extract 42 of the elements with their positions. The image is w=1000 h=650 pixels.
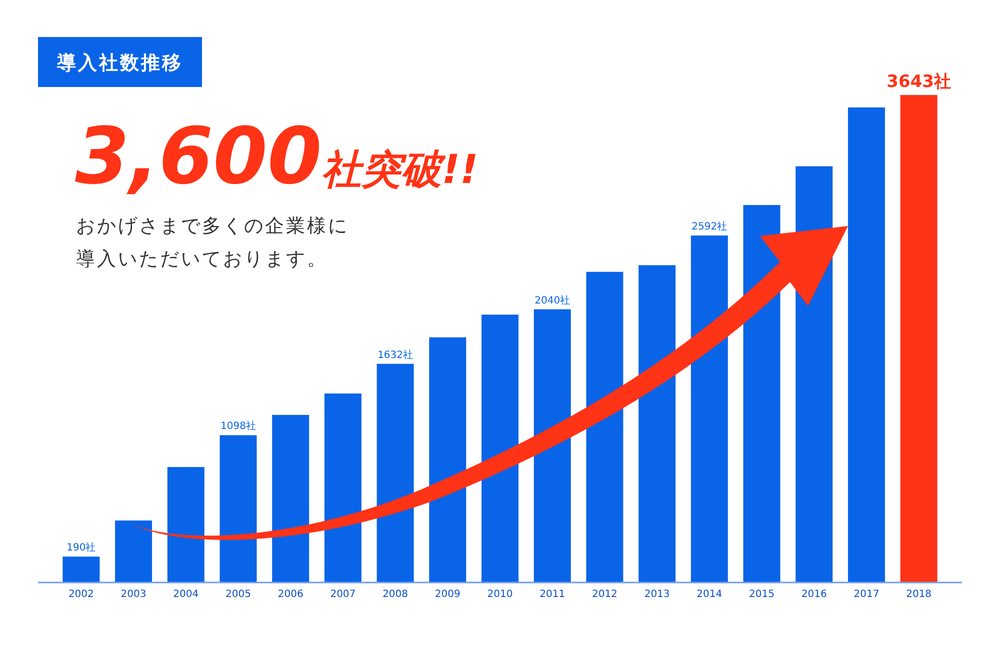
- bar: [900, 95, 938, 582]
- bar: [482, 314, 518, 582]
- data-label: 2592社: [692, 220, 728, 232]
- bar: [167, 467, 204, 582]
- bar: [638, 265, 676, 582]
- bar: [324, 394, 362, 582]
- bar: [690, 236, 728, 582]
- bar: [376, 364, 414, 582]
- x-tick-label: 2002: [68, 589, 94, 600]
- bar: [586, 272, 624, 582]
- bar: [62, 556, 100, 582]
- x-tick-label: 2015: [749, 589, 774, 600]
- data-label: 190社: [66, 542, 96, 554]
- chart-title: 導入社数推移: [56, 52, 183, 74]
- annotation: 3,600社突破!!: [75, 112, 478, 202]
- annotation: おかげさまで多くの企業様に: [76, 215, 349, 237]
- x-tick-label: 2006: [278, 589, 304, 600]
- x-tick-label: 2004: [173, 589, 199, 600]
- x-tick-label: 2008: [382, 589, 408, 600]
- x-tick-label: 2017: [854, 589, 880, 600]
- bar: [848, 107, 885, 582]
- bar: [429, 337, 466, 582]
- x-tick-label: 2018: [906, 589, 932, 600]
- bar: [220, 435, 257, 582]
- x-tick-label: 2011: [540, 589, 566, 600]
- bar: [272, 414, 310, 582]
- x-tick-label: 2012: [592, 589, 618, 600]
- x-tick-label: 2003: [120, 589, 146, 600]
- data-label: 1632社: [378, 348, 414, 361]
- x-tick-label: 2014: [696, 589, 722, 600]
- data-label: 2040社: [534, 294, 570, 306]
- annotation: 導入いただいております。: [76, 248, 328, 270]
- x-tick-label: 2016: [801, 589, 827, 600]
- bar: [534, 309, 571, 582]
- x-tick-label: 2009: [434, 589, 460, 600]
- data-label: 1098社: [220, 420, 256, 432]
- x-tick-label: 2013: [644, 589, 670, 600]
- x-tick-label: 2005: [226, 589, 251, 600]
- x-tick-label: 2007: [330, 589, 356, 600]
- bar: [115, 520, 152, 582]
- data-label: 3643社: [886, 72, 951, 92]
- x-tick-label: 2010: [487, 589, 513, 600]
